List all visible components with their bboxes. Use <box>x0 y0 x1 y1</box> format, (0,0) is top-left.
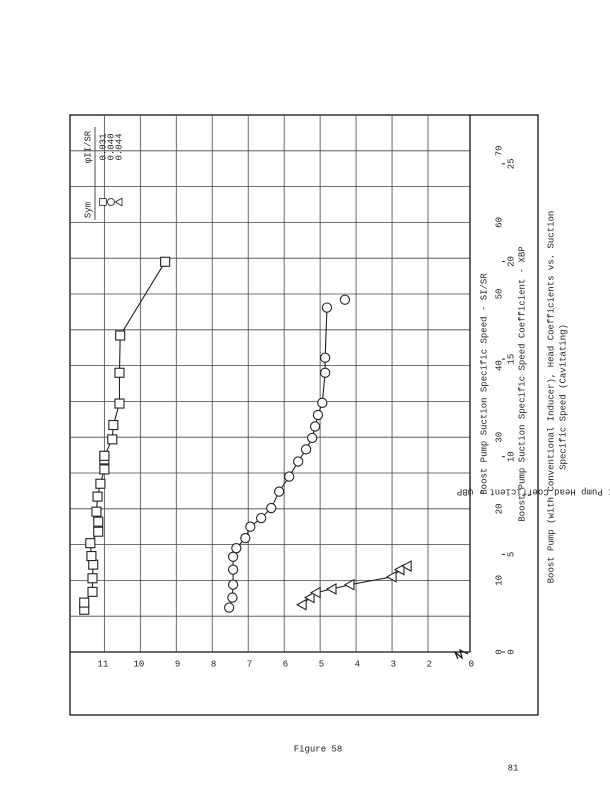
fit-curve <box>228 307 328 608</box>
data-point <box>296 598 307 611</box>
y-tick-label: 6 <box>283 659 288 669</box>
x2-tick-label: 15 <box>506 354 516 365</box>
data-point <box>93 526 104 537</box>
y-tick-label: 9 <box>175 659 180 669</box>
data-point <box>309 421 321 432</box>
data-point <box>320 352 331 363</box>
data-point <box>284 471 295 482</box>
data-point <box>93 516 104 527</box>
x-tick-label: 20 <box>494 503 504 514</box>
data-point <box>88 559 99 570</box>
data-point <box>317 397 328 408</box>
x-tick-label: 60 <box>494 217 504 228</box>
y-tick-label: 3 <box>391 659 396 669</box>
rotated-figure: Boost Pump Suction Specific Speed - SI/S… <box>69 114 610 716</box>
x2-tick-label: 5 <box>506 552 516 557</box>
data-point <box>95 478 106 489</box>
data-point <box>325 583 337 595</box>
legend-label: 0.040 <box>106 133 116 160</box>
data-point <box>307 432 318 444</box>
data-point <box>310 586 321 599</box>
y-tick-label: 11 <box>98 659 109 669</box>
x-tick-label: 50 <box>494 289 504 300</box>
data-point <box>87 586 98 597</box>
data-point <box>255 512 267 524</box>
data-point <box>227 564 239 575</box>
legend-symbol <box>114 197 123 207</box>
y-tick-label: 2 <box>427 659 432 669</box>
x2-tick-label: 20 <box>506 256 516 267</box>
data-point <box>401 560 412 573</box>
data-point <box>91 506 102 517</box>
y-axis-title: Boost Pump Head Coefficient - ψBP <box>457 487 610 497</box>
data-point <box>160 256 171 267</box>
data-point <box>231 543 242 554</box>
legend-symbol <box>99 198 107 206</box>
x2-tick-label: 10 <box>506 451 516 462</box>
data-point <box>303 591 315 604</box>
legend-symbol <box>107 198 115 206</box>
x-tick-label: 10 <box>494 575 504 586</box>
x-axis-title: Boost Pump Suction Specific Speed - SI/S… <box>479 273 489 495</box>
legend-label: 0.044 <box>114 133 124 160</box>
data-point <box>227 551 239 562</box>
x2-axis-title: Boost Pump Suction Specific Speed Coeffi… <box>517 246 527 521</box>
data-point <box>227 592 238 603</box>
data-point <box>321 302 333 313</box>
x-tick-label: 0 <box>494 649 504 654</box>
data-point <box>339 294 351 305</box>
data-point <box>227 579 239 590</box>
y-tick-label: 0 <box>469 659 474 669</box>
legend-header: Sym <box>83 202 93 218</box>
fit-curve <box>301 565 408 606</box>
y-tick-label: 7 <box>247 659 252 669</box>
data-point <box>108 419 119 431</box>
x-tick-label: 30 <box>494 432 504 443</box>
data-point <box>273 486 285 497</box>
data-point <box>393 563 405 576</box>
figure-label: Figure 58 <box>294 744 343 754</box>
data-point <box>114 398 125 409</box>
data-point <box>343 578 355 591</box>
data-point <box>79 597 90 608</box>
y-tick-label: 10 <box>134 659 145 669</box>
legend-header: φII/SR <box>83 130 93 163</box>
data-point <box>114 367 125 378</box>
y-tick-label: 8 <box>211 659 216 669</box>
data-point <box>320 367 331 378</box>
x2-tick-label: 0 <box>506 649 516 654</box>
data-point <box>86 551 97 562</box>
x2-tick-label: 25 <box>506 158 516 169</box>
data-point <box>385 570 397 583</box>
data-point <box>312 409 324 421</box>
data-point <box>266 502 277 514</box>
data-point <box>223 602 235 613</box>
legend-label: 0.031 <box>98 133 108 160</box>
x-tick-label: 40 <box>494 360 504 371</box>
data-point <box>240 533 251 544</box>
data-point <box>107 434 118 445</box>
data-point <box>87 573 98 584</box>
data-point <box>115 330 126 341</box>
figure-border <box>69 114 539 716</box>
y-tick-label: 4 <box>355 659 360 669</box>
data-point <box>99 464 110 475</box>
page-number: 81 <box>508 763 519 773</box>
data-point <box>245 521 256 532</box>
axis-break <box>454 648 469 660</box>
y-tick-label: 5 <box>319 659 324 669</box>
data-point <box>92 491 103 502</box>
caption-line: Boost Pump (with Conventional Inducer), … <box>546 211 556 584</box>
caption-line: Specific Speed (Cavitating) <box>558 324 568 470</box>
data-point <box>300 444 312 455</box>
data-point <box>99 450 110 461</box>
x-tick-label: 70 <box>494 145 504 156</box>
data-point <box>85 538 96 549</box>
data-point <box>293 456 304 467</box>
